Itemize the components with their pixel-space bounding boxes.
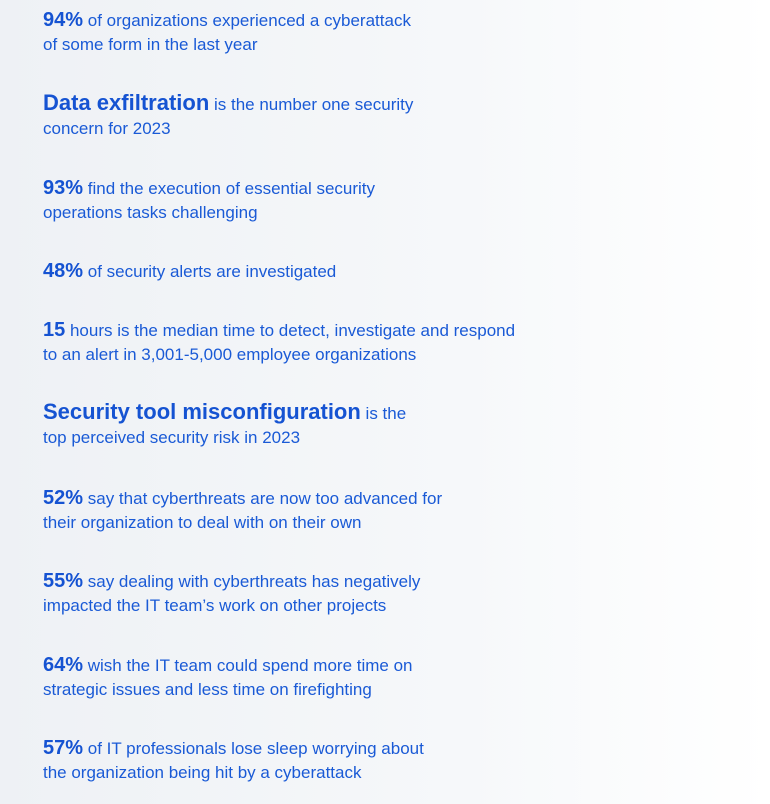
- stat-highlight: 48%: [43, 260, 84, 282]
- stat-text: find the execution of essential security: [83, 179, 376, 198]
- stat-text: is the: [360, 404, 407, 423]
- stat-highlight: 15: [43, 319, 66, 341]
- stat-text-line2: of some form in the last year: [43, 35, 258, 54]
- stat-highlight: 55%: [43, 570, 84, 592]
- stat-text: is the number one security: [209, 95, 414, 114]
- stat-text: of security alerts are investigated: [83, 262, 337, 281]
- stat-text-line2: impacted the IT team’s work on other pro…: [43, 596, 387, 615]
- stat-text: of IT professionals lose sleep worrying …: [83, 739, 424, 758]
- stat-item: 55% say dealing with cyberthreats has ne…: [43, 569, 643, 618]
- stat-text-line2: their organization to deal with on their…: [43, 513, 362, 532]
- stat-text-line2: operations tasks challenging: [43, 203, 258, 222]
- stat-item: 52% say that cyberthreats are now too ad…: [43, 486, 643, 535]
- stat-item: 48% of security alerts are investigated: [43, 259, 643, 284]
- stat-text-line2: concern for 2023: [43, 119, 171, 138]
- stat-highlight: 94%: [43, 9, 84, 31]
- stat-text: of organizations experienced a cyberatta…: [83, 11, 411, 30]
- stat-item: 57% of IT professionals lose sleep worry…: [43, 736, 643, 785]
- stat-highlight: 52%: [43, 487, 84, 509]
- stat-item: 64% wish the IT team could spend more ti…: [43, 653, 643, 702]
- stat-text-line2: to an alert in 3,001-5,000 employee orga…: [43, 345, 417, 364]
- stat-item: Data exfiltration is the number one secu…: [43, 91, 643, 141]
- stat-text-line2: strategic issues and less time on firefi…: [43, 680, 372, 699]
- stat-highlight: 64%: [43, 654, 84, 676]
- stat-item: 93% find the execution of essential secu…: [43, 176, 643, 225]
- stat-highlight: Security tool misconfiguration: [43, 399, 361, 424]
- stat-highlight: Data exfiltration: [43, 90, 210, 115]
- stat-text: wish the IT team could spend more time o…: [83, 656, 413, 675]
- stat-item: 15 hours is the median time to detect, i…: [43, 318, 743, 367]
- stat-item: Security tool misconfiguration is the top…: [43, 400, 643, 450]
- stat-text-line2: the organization being hit by a cyberatt…: [43, 763, 362, 782]
- stat-text: say that cyberthreats are now too advanc…: [83, 489, 443, 508]
- stat-text: say dealing with cyberthreats has negati…: [83, 572, 421, 591]
- stat-text: hours is the median time to detect, inve…: [65, 321, 516, 340]
- stat-item: 94% of organizations experienced a cyber…: [43, 8, 643, 57]
- stat-highlight: 93%: [43, 177, 84, 199]
- stat-highlight: 57%: [43, 737, 84, 759]
- stat-text-line2: top perceived security risk in 2023: [43, 428, 301, 447]
